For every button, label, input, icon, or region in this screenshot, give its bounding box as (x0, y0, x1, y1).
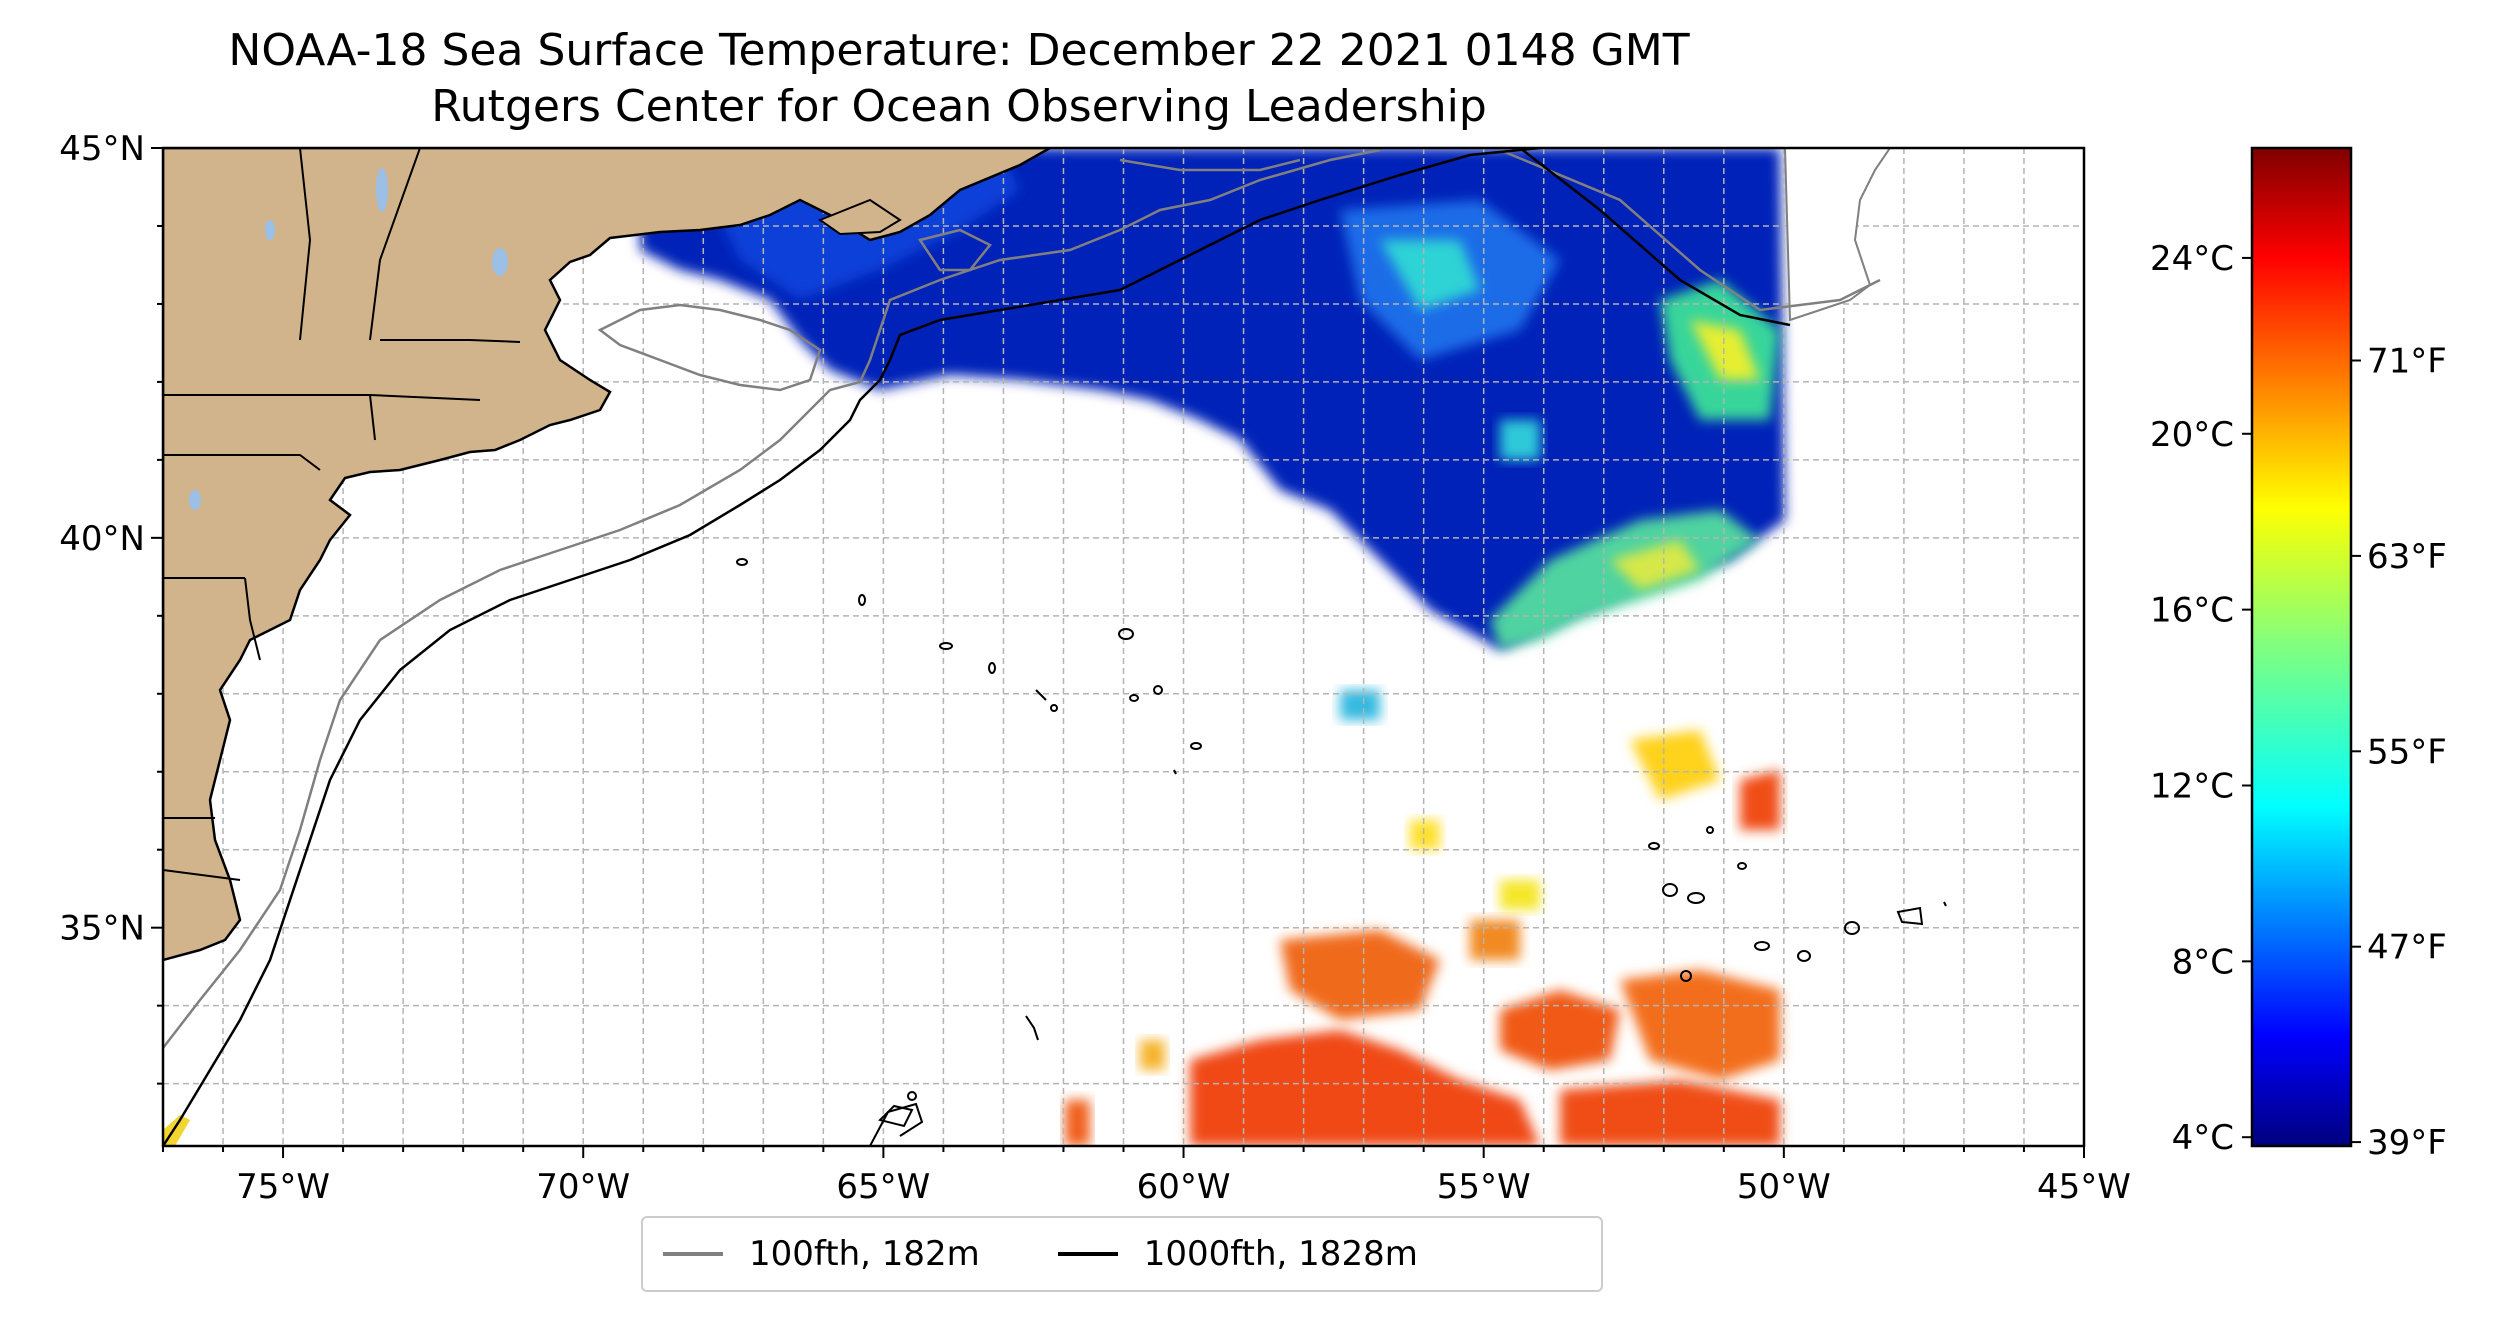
colorbar-celsius-label: 20°C (2150, 415, 2234, 455)
map-title: NOAA-18 Sea Surface Temperature: Decembe… (228, 25, 1690, 76)
colorbar-fahrenheit-label: 71°F (2367, 341, 2447, 381)
state-borders (163, 148, 521, 881)
seamounts (736, 558, 1947, 1146)
sst-warm-eddy (1340, 420, 1760, 720)
colorbar (2250, 146, 2353, 1148)
map-axes: 75°W 70°W 65°W 60°W 55°W 50°W 45°W 35°N 40°N 45°N (59, 129, 2131, 1207)
colorbar-fahrenheit-label: 39°F (2367, 1123, 2447, 1163)
colorbar-celsius-label: 24°C (2150, 239, 2234, 279)
colorbar-fahrenheit-label: 47°F (2367, 928, 2447, 968)
y-tick-label: 45°N (59, 129, 145, 169)
lakes (189, 168, 508, 510)
x-tick-label: 60°W (1137, 1167, 1231, 1207)
legend-line-1000fth (1057, 1252, 1118, 1256)
legend-label-100fth: 100fth, 182m (749, 1234, 980, 1274)
sst-warm-patches (1065, 730, 1780, 1146)
map-subtitle: Rutgers Center for Ocean Observing Leade… (431, 81, 1487, 132)
map-gridlines (163, 148, 2084, 1146)
x-tick-label: 65°W (836, 1167, 930, 1207)
colorbar-celsius-label: 16°C (2150, 591, 2234, 631)
legend-line-100fth (663, 1252, 723, 1256)
x-tick-label: 70°W (536, 1167, 630, 1207)
y-tick-label: 35°N (59, 909, 145, 949)
x-tick-label: 75°W (236, 1167, 330, 1207)
legend-label-1000fth: 1000fth, 1828m (1143, 1234, 1418, 1274)
x-tick-label: 55°W (1437, 1167, 1531, 1207)
legend-item-1000fth: 1000fth, 1828m (1038, 1234, 1418, 1274)
land (163, 148, 1892, 1146)
colorbar-celsius-label: 4°C (2172, 1118, 2234, 1158)
legend-item-100fth: 100fth, 182m (643, 1234, 980, 1274)
x-tick-label: 45°W (2037, 1167, 2131, 1207)
y-tick-label: 40°N (59, 519, 145, 559)
colorbar-celsius-label: 12°C (2150, 766, 2234, 806)
colorbar-fahrenheit-label: 55°F (2367, 732, 2447, 772)
colorbar-ticks: 4°C 8°C 12°C 16°C 20°C 24°C 39°F 47°F 55°F 63°F 71… (2150, 239, 2447, 1163)
isobath-legend: 100fth, 182m 1000fth, 1828m (641, 1216, 1603, 1292)
isobath-1000fth (163, 148, 1791, 1146)
x-tick-label: 50°W (1737, 1167, 1831, 1207)
isobath-100fth (163, 148, 1881, 1049)
colorbar-fahrenheit-label: 63°F (2367, 537, 2447, 577)
colorbar-celsius-label: 8°C (2172, 942, 2234, 982)
